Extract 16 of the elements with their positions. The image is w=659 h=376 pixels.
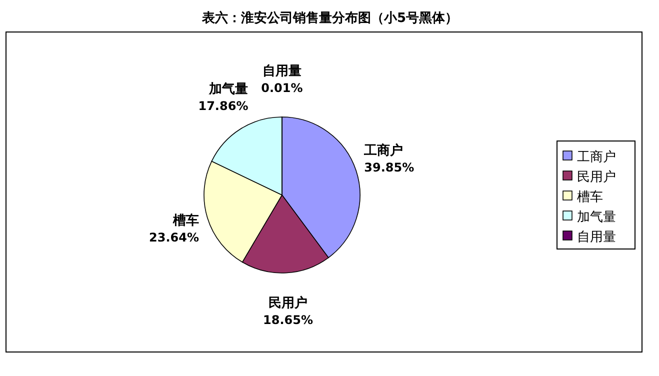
legend-label: 自用量	[577, 230, 616, 245]
legend-label: 槽车	[577, 190, 603, 205]
data-label: 18.65%	[263, 312, 314, 327]
legend-label: 工商户	[577, 150, 616, 165]
legend-label: 民用户	[577, 170, 616, 185]
slice-label: 自用量	[262, 64, 302, 79]
legend-label: 加气量	[577, 210, 616, 225]
data-label: 39.85%	[364, 160, 414, 175]
slice-label: 槽车	[172, 212, 199, 229]
slice-label: 加气量	[208, 82, 248, 97]
data-label: 23.64%	[149, 230, 199, 245]
slice-label: 工商户	[363, 142, 404, 159]
data-label: 17.86%	[198, 98, 248, 113]
chart-title: 表六：淮安公司销售量分布图（小5号黑体）	[200, 10, 458, 26]
data-label: 0.01%	[261, 81, 303, 95]
slice-label: 民用户	[268, 294, 308, 311]
